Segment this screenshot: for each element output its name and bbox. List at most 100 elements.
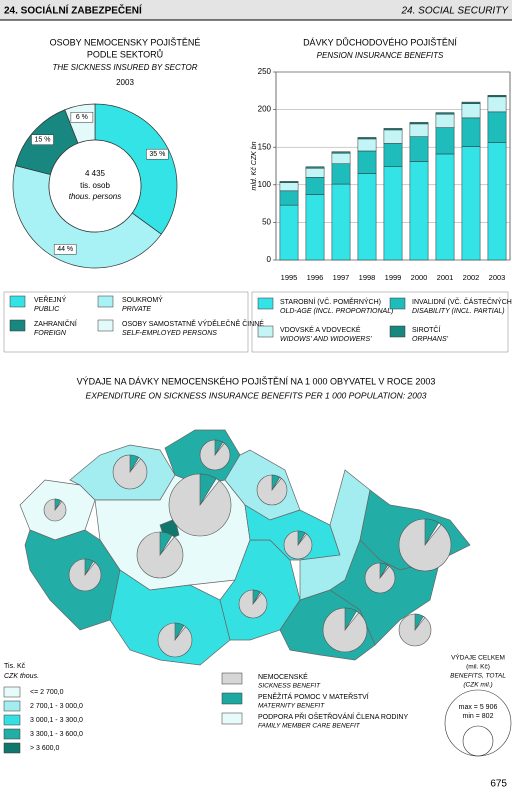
y-tick-label: 100 <box>258 180 272 189</box>
legend-label-en: SICKNESS BENEFIT <box>258 683 321 690</box>
bar-segment <box>435 113 455 128</box>
map-title: VÝDAJE NA DÁVKY NEMOCENSKÉHO POJIŠTĚNÍ N… <box>77 376 436 386</box>
region <box>219 539 301 641</box>
map-pie-slice <box>129 457 141 473</box>
legend-swatch <box>257 325 274 338</box>
legend-label: PODPORA PŘI OŠETŘOVÁNÍ ČLENA RODINY <box>258 712 408 721</box>
size-legend-title: VÝDAJE CELKEM <box>451 653 505 662</box>
value-label-box <box>70 111 94 123</box>
bar-segment <box>331 183 351 261</box>
legend-label-en: WIDOWS' AND WIDOWERS' <box>280 336 372 343</box>
legend-frame <box>3 291 249 353</box>
map-pie-slice <box>414 615 426 631</box>
map-subtitle: EXPENDITURE ON SICKNESS INSURANCE BENEFI… <box>86 390 427 400</box>
bar-segment <box>487 95 507 98</box>
legend-frame <box>251 291 509 353</box>
legend-label-en: DISABILITY (INCL. PARTIAL) <box>412 308 505 315</box>
header-left: 24. SOCIÁLNÍ ZABEZPEČENÍ <box>4 4 142 17</box>
bar-segment <box>435 127 455 155</box>
value-label: 35 % <box>149 151 165 158</box>
map-pie-slice <box>424 522 442 546</box>
value-label: 15 % <box>35 137 51 144</box>
legend-label: <= 2 700,0 <box>30 689 64 696</box>
bar-segment <box>461 103 481 119</box>
map-pies <box>43 439 452 658</box>
bar-segment <box>305 194 325 261</box>
bar-segment <box>357 150 377 174</box>
bar-segment <box>383 128 403 131</box>
legend-unit: Tis. Kč <box>4 663 26 670</box>
bar-segment <box>409 161 429 261</box>
pie-hole <box>48 139 142 233</box>
chart-year: 2003 <box>116 78 134 87</box>
map-pie-slice <box>54 500 63 511</box>
bar-segment <box>461 117 481 147</box>
bar-segment <box>279 204 299 261</box>
legend-label: SOUKROMÝ <box>122 295 163 304</box>
legend-swatch <box>97 295 114 308</box>
size-legend-min <box>462 725 494 757</box>
y-tick-label: 50 <box>262 218 271 227</box>
value-label-box <box>146 148 169 160</box>
legend-swatch <box>389 325 406 338</box>
chart-title: PODLE SEKTORŮ <box>87 48 163 59</box>
bar-segment <box>435 153 455 261</box>
center-total: 4 435 <box>85 169 106 178</box>
legend-label-en: SELF-EMPLOYED PERSONS <box>122 330 217 337</box>
bar-segment <box>487 142 507 261</box>
map-pie-slice <box>379 564 390 579</box>
map-pie-slice <box>174 625 186 641</box>
bar-segment <box>409 122 429 125</box>
chart-subtitle: PENSION INSURANCE BENEFITS <box>317 51 444 60</box>
bar-segment <box>357 138 377 152</box>
bar-segment <box>461 146 481 261</box>
bar-segment <box>305 168 325 178</box>
legend-label: OSOBY SAMOSTATNĚ VÝDĚLEČNĚ ČINNÉ <box>122 319 264 328</box>
legend-label-en: MATERNITY BENEFIT <box>258 703 325 710</box>
legend-swatch <box>221 672 243 685</box>
chart-title: DÁVKY DŮCHODOVÉHO POJIŠTĚNÍ <box>303 36 457 47</box>
legend-swatch <box>389 297 406 310</box>
bar-segment <box>331 151 351 154</box>
bar-segment <box>383 143 403 168</box>
x-tick-label: 1997 <box>333 273 350 282</box>
legend-label: > 3 600,0 <box>30 745 59 752</box>
bar-segment <box>279 190 299 206</box>
x-tick-label: 1999 <box>385 273 402 282</box>
map-pie-slice <box>297 532 308 546</box>
legend-swatch <box>3 686 21 698</box>
x-tick-label: 2000 <box>411 273 428 282</box>
map-pie-slice <box>271 476 282 491</box>
value-label: 44 % <box>57 246 73 253</box>
size-legend-max <box>444 689 512 757</box>
bar-segment <box>279 181 299 183</box>
legend-label: ZAHRANIČNÍ <box>34 319 77 328</box>
legend-label: VDOVSKÉ A VDOVECKÉ <box>280 325 361 334</box>
legend-label: STAROBNÍ (VČ. POMĚRNÝCH) <box>280 297 381 306</box>
legend-swatch <box>3 700 21 712</box>
legend-swatch <box>9 295 26 308</box>
y-tick-label: 150 <box>258 142 272 151</box>
legend-label-en: FOREIGN <box>34 330 67 337</box>
bar-segment <box>409 123 429 137</box>
map-pie-slice <box>84 560 96 576</box>
legend-label: PENĚŽITÁ POMOC V MATEŘSTVÍ <box>258 692 369 701</box>
legend-label: 2 700,1 - 3 000,0 <box>30 703 83 710</box>
bar-segment <box>331 163 351 185</box>
y-tick-label: 200 <box>258 105 272 114</box>
page-number: 675 <box>490 779 507 790</box>
bar-segment <box>383 166 403 261</box>
legend-label: 3 000,1 - 3 300,0 <box>30 717 83 724</box>
value-label-box <box>53 244 77 255</box>
size-legend-title: BENEFITS, TOTAL <box>450 673 506 680</box>
bar-segment <box>357 173 377 261</box>
legend-label-en: OLD-AGE (INCL. PROPORTIONAL) <box>280 308 393 315</box>
legend-label-en: PUBLIC <box>34 306 60 313</box>
x-tick-label: 1996 <box>307 273 324 282</box>
legend-swatch <box>9 319 26 332</box>
x-tick-label: 2001 <box>437 273 454 282</box>
legend-label: NEMOCENSKÉ <box>258 672 308 681</box>
chart-subtitle: THE SICKNESS INSURED BY SECTOR <box>52 63 197 72</box>
y-tick-label: 0 <box>267 255 272 264</box>
